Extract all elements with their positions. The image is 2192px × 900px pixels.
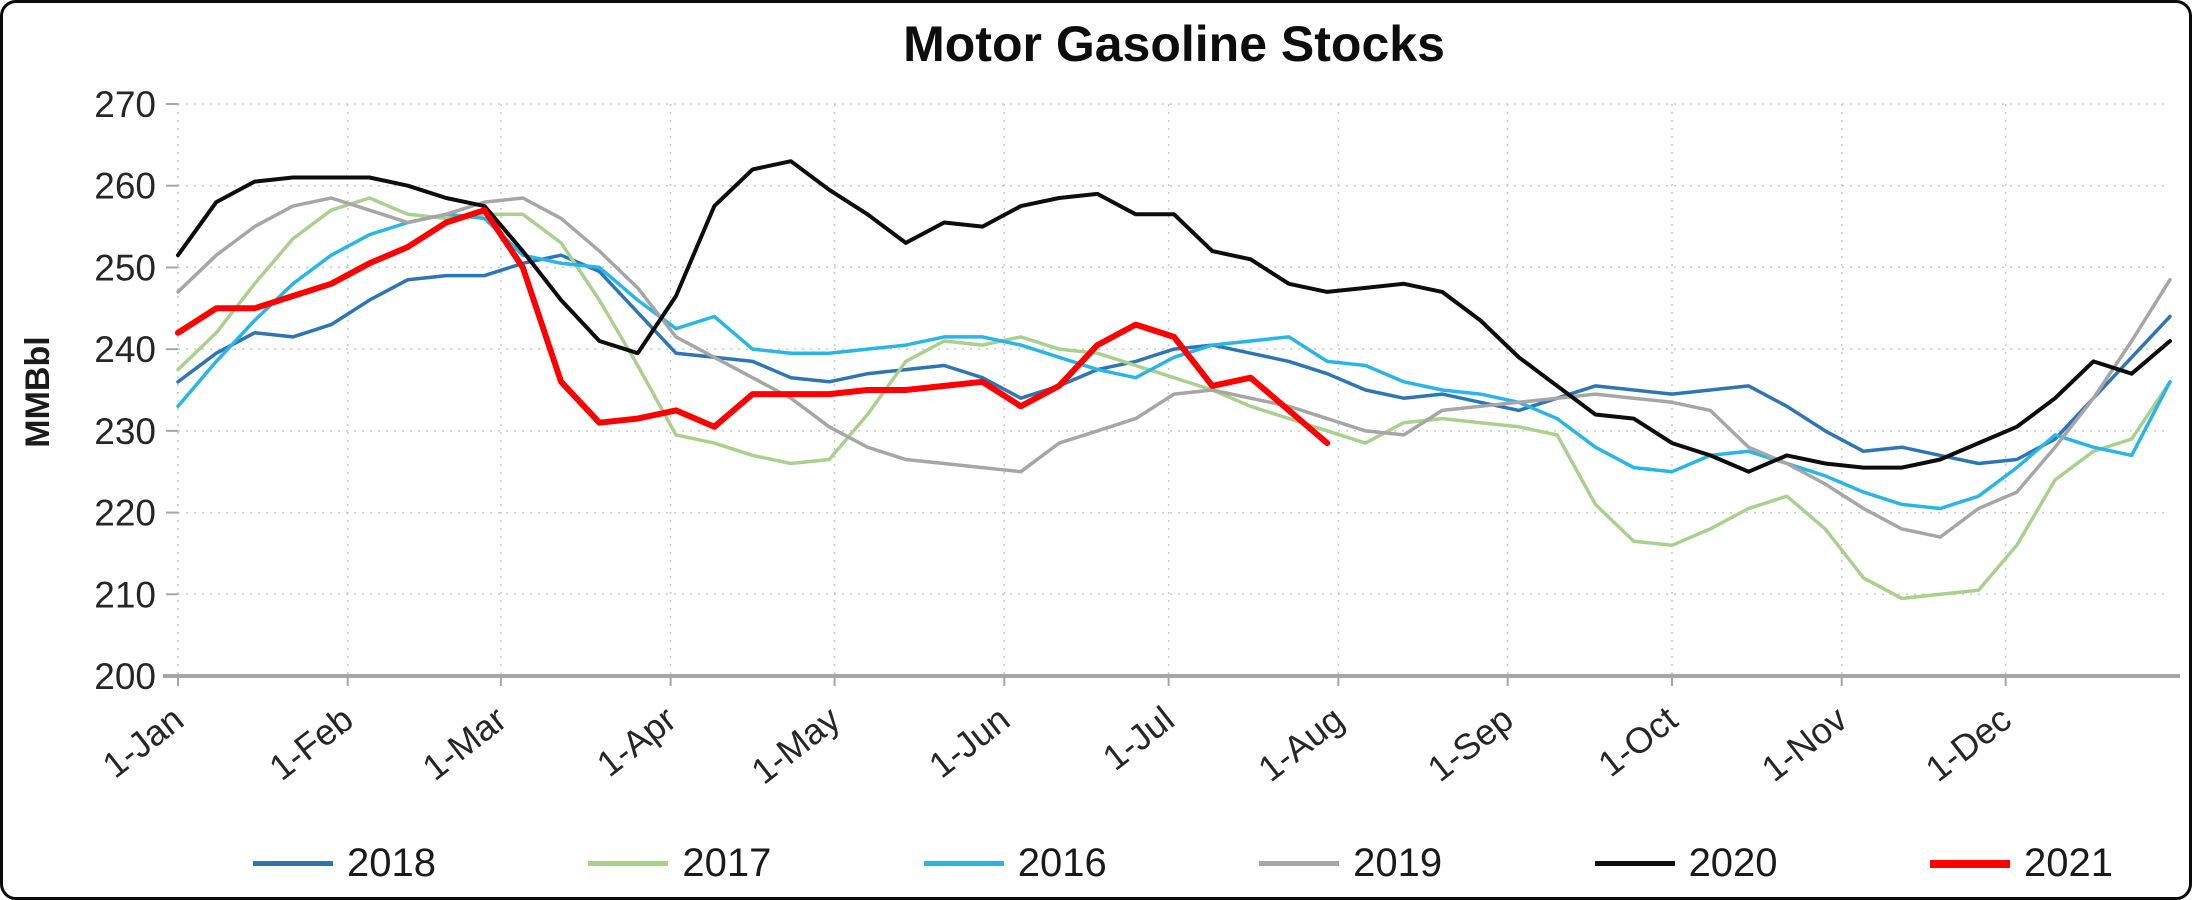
y-tick-label: 250 bbox=[94, 247, 156, 288]
y-tick-label: 230 bbox=[94, 411, 156, 452]
legend-item-2017: 2017 bbox=[588, 841, 771, 886]
x-axis: 1-Jan 1-Feb 1-Mar 1-Apr 1-May 1-Jun 1-Jul 1-Aug… bbox=[95, 676, 2019, 792]
y-axis: 200 210 220 230 240 250 260 270 bbox=[94, 84, 178, 697]
legend-label-2021: 2021 bbox=[2023, 841, 2113, 885]
x-tick-label: 1-May bbox=[743, 698, 847, 792]
y-tick-label: 210 bbox=[94, 574, 156, 615]
x-tick-label: 1-Sep bbox=[1420, 698, 1521, 789]
series-2017-line bbox=[176, 196, 2172, 601]
x-tick-label: 1-Jul bbox=[1095, 698, 1182, 778]
legend-label-2016: 2016 bbox=[1017, 841, 1107, 885]
y-tick-label: 240 bbox=[94, 329, 156, 370]
legend-item-2016: 2016 bbox=[923, 841, 1107, 886]
series-2020-line bbox=[176, 159, 2172, 474]
y-tick-label: 260 bbox=[94, 166, 156, 207]
x-tick-label: 1-Dec bbox=[1918, 698, 2019, 789]
legend-item-2019: 2019 bbox=[1259, 841, 1442, 886]
legend-label-2018: 2018 bbox=[347, 841, 436, 885]
series-2016-line bbox=[176, 212, 2172, 511]
x-tick-label: 1-Jun bbox=[921, 698, 1017, 786]
legend-label-2017: 2017 bbox=[682, 841, 772, 885]
x-tick-label: 1-Oct bbox=[1590, 698, 1685, 784]
legend-item-2018: 2018 bbox=[253, 841, 436, 886]
x-tick-label: 1-Apr bbox=[589, 698, 684, 785]
y-tick-label: 270 bbox=[94, 84, 156, 125]
legend-swatch-2016 bbox=[923, 861, 1004, 866]
y-tick-label: 220 bbox=[94, 493, 156, 534]
legend-swatch-2020 bbox=[1594, 861, 1675, 866]
series-2019-line bbox=[176, 196, 2172, 539]
legend-swatch-2021 bbox=[1929, 859, 2010, 868]
x-tick-label: 1-Feb bbox=[261, 698, 360, 788]
series-2021-line bbox=[175, 207, 1331, 447]
legend: 2018 2017 2016 2019 2020 2021 bbox=[253, 841, 2113, 886]
x-tick-label: 1-Nov bbox=[1754, 698, 1855, 789]
x-tick-label: 1-Aug bbox=[1250, 698, 1351, 789]
series-2018-line bbox=[176, 253, 2172, 466]
legend-item-2021: 2021 bbox=[1929, 841, 2113, 886]
legend-swatch-2018 bbox=[253, 861, 333, 866]
y-tick-label: 200 bbox=[94, 656, 156, 697]
legend-swatch-2019 bbox=[1259, 861, 1340, 866]
chart-title: Motor Gasoline Stocks bbox=[903, 16, 1445, 72]
x-tick-label: 1-Jan bbox=[95, 698, 191, 786]
legend-swatch-2017 bbox=[588, 861, 669, 866]
legend-label-2019: 2019 bbox=[1353, 841, 1443, 885]
legend-item-2020: 2020 bbox=[1594, 841, 1778, 886]
x-tick-label: 1-Mar bbox=[415, 698, 514, 788]
gridlines bbox=[177, 103, 2170, 677]
legend-label-2020: 2020 bbox=[1688, 841, 1778, 885]
